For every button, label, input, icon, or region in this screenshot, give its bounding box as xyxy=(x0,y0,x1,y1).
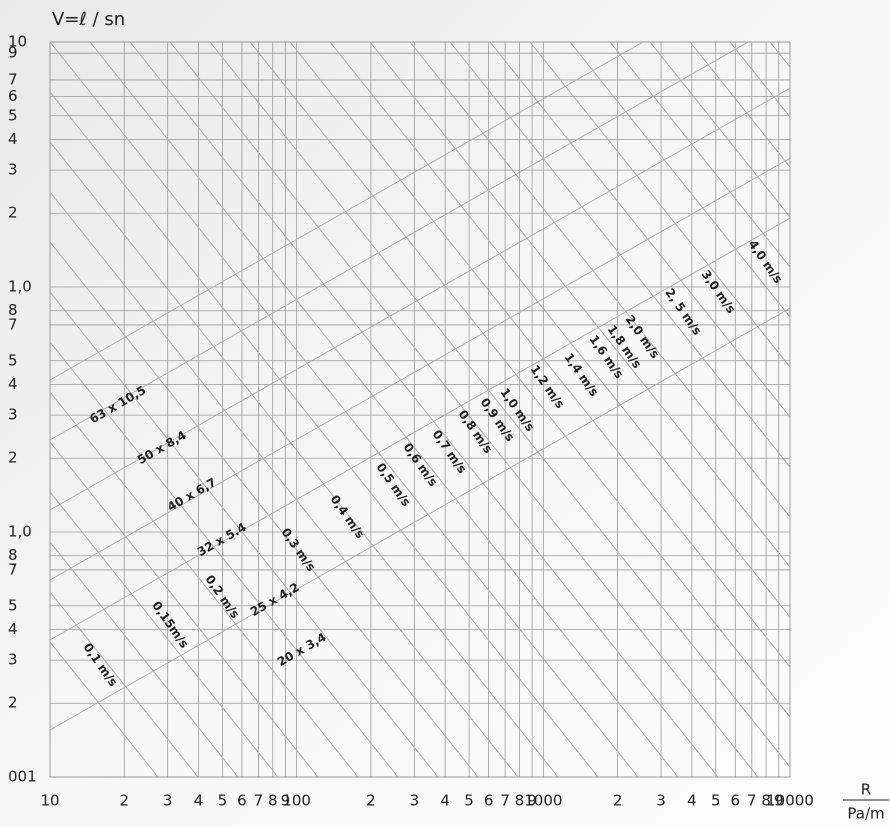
y-tick-label: 5 xyxy=(8,106,18,124)
y-tick-label: 7 xyxy=(8,560,18,578)
velocity-line xyxy=(50,91,599,777)
x-tick-label: 6 xyxy=(731,792,741,810)
x-tick-label: 7 xyxy=(254,792,264,810)
y-tick-label: 6 xyxy=(8,87,18,105)
y-tick-label: 1,0 xyxy=(8,523,32,541)
velocity-line xyxy=(50,191,519,777)
velocity-line xyxy=(289,42,790,668)
x-tick-label: 6 xyxy=(484,792,494,810)
y-tick-label: 3 xyxy=(8,651,18,669)
velocity-line xyxy=(50,291,439,777)
pipe-line xyxy=(50,42,644,381)
x-tick-label: 9 xyxy=(281,792,291,810)
x-tick-label: 5 xyxy=(711,792,721,810)
y-tick-label: 8 xyxy=(8,301,18,319)
y-tick-label: 5 xyxy=(8,351,18,369)
velocity-line xyxy=(50,491,279,777)
x-tick-label: 8 xyxy=(761,792,771,810)
x-tick-label: 4 xyxy=(194,792,204,810)
y-tick-label: 3 xyxy=(8,406,18,424)
velocity-line xyxy=(50,391,359,777)
pipe-line xyxy=(50,157,790,581)
velocity-line xyxy=(89,42,679,777)
x-tick-label: 6 xyxy=(237,792,247,810)
x-tick-label: 10 xyxy=(40,792,59,810)
velocity-line xyxy=(529,42,790,368)
velocity-line xyxy=(50,591,199,777)
x-tick-label: 2 xyxy=(366,792,376,810)
pipe-line xyxy=(50,87,790,511)
velocity-line xyxy=(129,42,719,777)
y-tick-label: 2 xyxy=(8,449,18,467)
y-tick-label: 4 xyxy=(8,620,18,638)
y-tick-label: 2 xyxy=(8,204,18,222)
x-tick-label: 4 xyxy=(687,792,697,810)
x-tick-label: 5 xyxy=(464,792,474,810)
velocity-line xyxy=(169,42,759,777)
velocity-line xyxy=(609,42,790,268)
y-tick-label: 3 xyxy=(8,161,18,179)
x-tick-label: 1000 xyxy=(524,792,562,810)
velocity-line xyxy=(449,42,790,468)
velocity-line xyxy=(569,42,790,318)
x-tick-label: 100 xyxy=(282,792,311,810)
y-tick-label: 7 xyxy=(8,70,18,88)
velocity-line xyxy=(209,42,790,768)
x-tick-label: 10000 xyxy=(766,792,814,810)
velocity-line xyxy=(50,141,559,777)
velocity-line xyxy=(249,42,790,718)
y-tick-label: 9 xyxy=(8,44,18,62)
velocity-line xyxy=(649,42,790,218)
x-tick-label: 7 xyxy=(500,792,510,810)
x-tick-label: 4 xyxy=(440,792,450,810)
velocity-line xyxy=(489,42,790,418)
x-tick-label: 3 xyxy=(163,792,173,810)
velocity-line xyxy=(50,341,399,777)
y-tick-label: 4 xyxy=(8,375,18,393)
y-tick-label: 1,0 xyxy=(8,278,32,296)
velocity-line xyxy=(50,541,239,777)
velocity-line xyxy=(329,42,790,618)
x-tick-label: 9 xyxy=(527,792,537,810)
velocity-line xyxy=(50,241,479,777)
x-tick-label: 5 xyxy=(218,792,228,810)
x-tick-label: 3 xyxy=(656,792,666,810)
pipe-line xyxy=(50,307,790,731)
y-axis-title: V=ℓ / sn xyxy=(52,9,125,30)
pipe-line xyxy=(50,217,790,641)
y-tick-label: 5 xyxy=(8,596,18,614)
x-tick-label: 3 xyxy=(410,792,420,810)
x-axis-title: R xyxy=(861,781,871,799)
pipe-line xyxy=(50,42,750,441)
y-tick-label: 10 xyxy=(8,33,27,51)
y-tick-label: 2 xyxy=(8,694,18,712)
velocity-line xyxy=(50,441,319,777)
y-tick-label: 4 xyxy=(8,130,18,148)
velocity-line xyxy=(50,42,639,777)
x-tick-label: 8 xyxy=(515,792,525,810)
velocity-line xyxy=(369,42,790,568)
x-tick-label: 9 xyxy=(774,792,784,810)
x-tick-label: 8 xyxy=(268,792,278,810)
x-axis-unit: Pa/m xyxy=(847,805,884,823)
x-tick-label: 2 xyxy=(613,792,623,810)
velocity-line xyxy=(50,641,159,777)
y-tick-label: 8 xyxy=(8,546,18,564)
x-tick-label: 2 xyxy=(119,792,129,810)
velocity-line xyxy=(409,42,790,518)
y-tick-label: 7 xyxy=(8,315,18,333)
y-tick-label: 001 xyxy=(8,768,37,786)
x-tick-label: 7 xyxy=(747,792,757,810)
